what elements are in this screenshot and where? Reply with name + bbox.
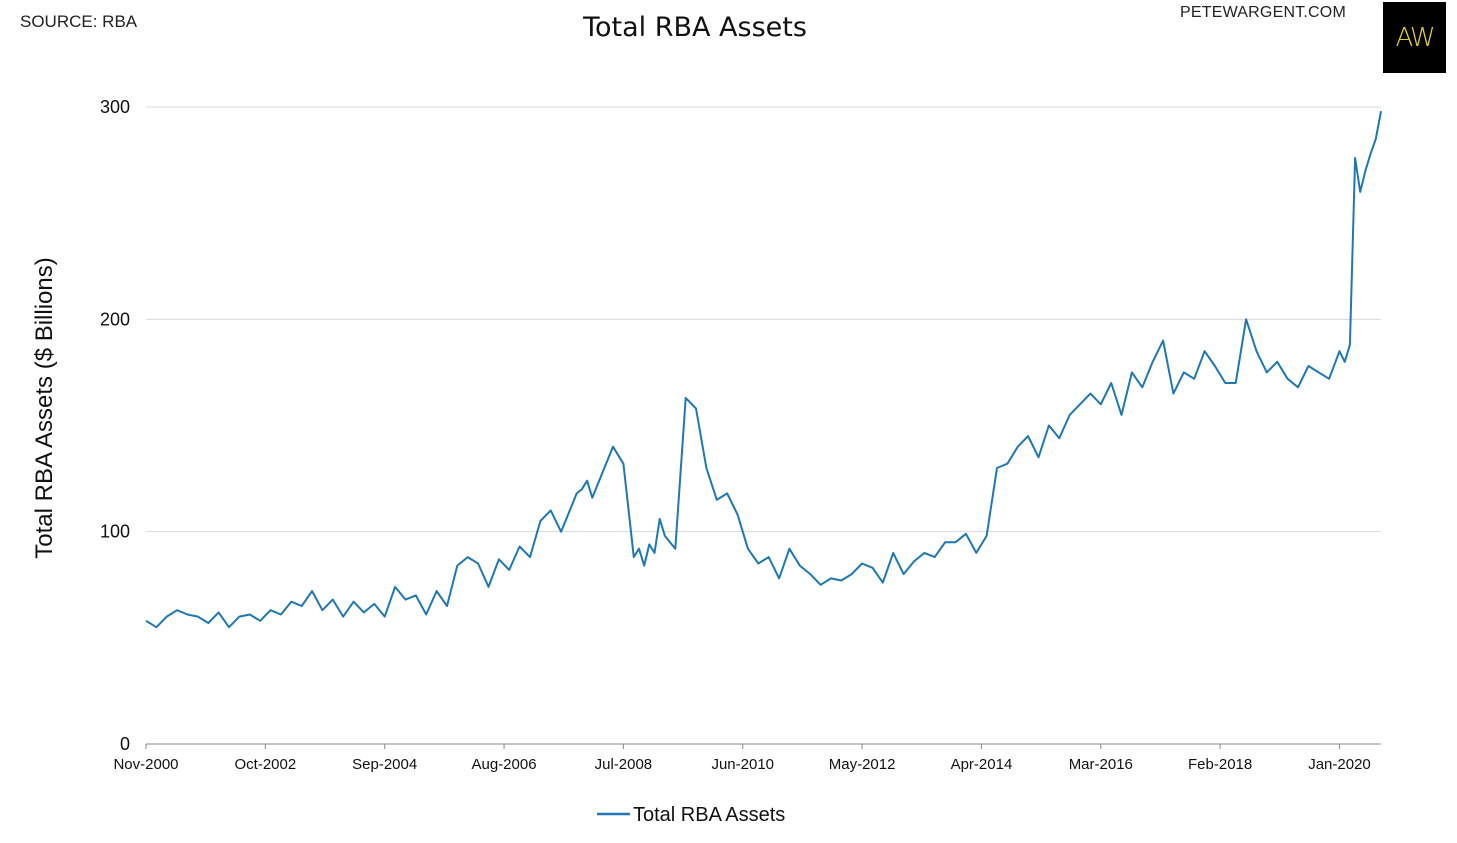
- y-tick-label: 200: [100, 309, 130, 329]
- x-tick-label: May-2012: [829, 756, 896, 773]
- x-axis-ticks: Nov-2000 Oct-2002 Sep-2004 Aug-2006 Jul-2008…: [113, 744, 1371, 773]
- series-line-total-rba-assets: [145, 111, 1382, 629]
- y-tick-label: 0: [120, 734, 130, 754]
- logo-text: AW: [1395, 22, 1435, 53]
- aw-logo: AW: [1383, 2, 1446, 73]
- y-tick-label: 300: [100, 97, 130, 117]
- x-tick-label: Feb-2018: [1188, 756, 1252, 773]
- gridlines: [146, 106, 1381, 533]
- legend: Total RBA Assets: [597, 804, 785, 826]
- y-axis-ticks: 0 100 200 300: [100, 97, 130, 754]
- x-tick-label: Jan-2020: [1308, 756, 1371, 773]
- x-tick-label: Apr-2014: [951, 756, 1013, 773]
- x-tick-label: Sep-2004: [352, 756, 417, 773]
- y-axis-label: Total RBA Assets ($ Billions): [31, 257, 58, 558]
- y-tick-label: 100: [100, 522, 130, 542]
- x-tick-label: Jul-2008: [595, 756, 653, 773]
- x-tick-label: Jun-2010: [711, 756, 774, 773]
- x-tick-label: Mar-2016: [1069, 756, 1133, 773]
- source-label: SOURCE: RBA: [20, 12, 138, 31]
- x-tick-label: Aug-2006: [472, 756, 537, 773]
- x-tick-label: Oct-2002: [234, 756, 296, 773]
- site-label[interactable]: PETEWARGENT.COM: [1180, 4, 1346, 21]
- x-tick-label: Nov-2000: [113, 756, 178, 773]
- legend-label: Total RBA Assets: [633, 804, 785, 826]
- chart-title: Total RBA Assets: [583, 12, 807, 43]
